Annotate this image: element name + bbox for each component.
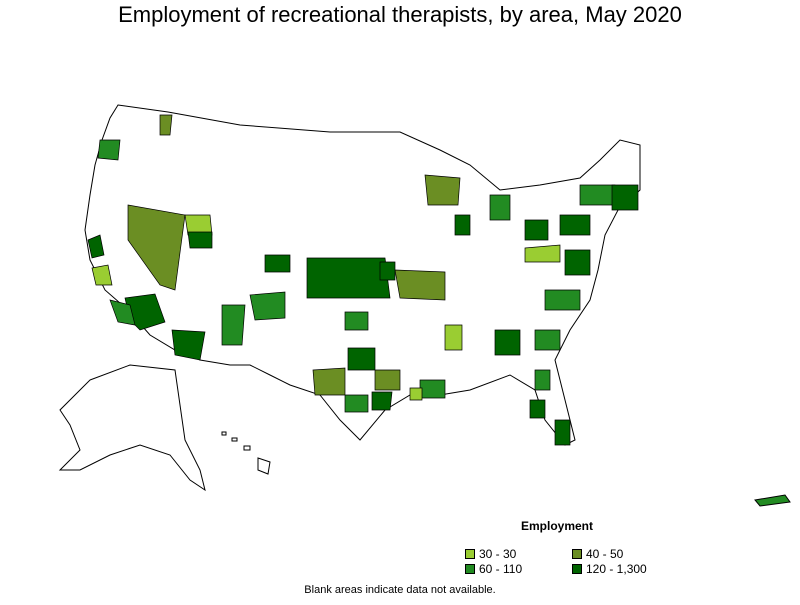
region-kansas-city bbox=[379, 261, 396, 281]
region-kansas bbox=[306, 257, 391, 299]
region-kentucky bbox=[524, 244, 561, 263]
region-wa-east bbox=[159, 114, 173, 136]
region-florida-south bbox=[554, 419, 571, 446]
region-socal bbox=[109, 299, 136, 326]
legend-item-30-30: 30 - 30 bbox=[465, 547, 516, 561]
region-north-carolina bbox=[544, 289, 581, 311]
footnote: Blank areas indicate data not available. bbox=[304, 584, 496, 596]
region-tampa bbox=[529, 399, 546, 419]
region-san-antonio bbox=[344, 394, 369, 413]
legend-item-40-50: 40 - 50 bbox=[572, 547, 623, 561]
region-new-york bbox=[579, 184, 616, 206]
map-regions bbox=[87, 114, 639, 446]
map-title: Employment of recreational therapists, b… bbox=[118, 2, 682, 27]
region-pennsylvania bbox=[559, 214, 591, 236]
region-houston bbox=[371, 391, 393, 411]
region-louisiana bbox=[419, 379, 446, 399]
region-gulf bbox=[409, 387, 423, 401]
legend-label: 60 - 110 bbox=[479, 562, 523, 576]
region-bay-area bbox=[87, 234, 105, 259]
region-new-mexico-a bbox=[221, 304, 246, 346]
region-nevada bbox=[127, 204, 186, 291]
region-texas-east bbox=[374, 369, 401, 391]
region-virginia bbox=[564, 249, 591, 276]
legend-label: 40 - 50 bbox=[586, 547, 624, 561]
legend-swatch bbox=[572, 564, 582, 574]
legend-swatch bbox=[572, 549, 582, 559]
legend-label: 120 - 1,300 bbox=[586, 562, 647, 576]
legend-swatch bbox=[465, 564, 475, 574]
region-michigan bbox=[489, 194, 511, 221]
region-ohio bbox=[524, 219, 549, 241]
region-alabama bbox=[444, 324, 463, 351]
legend-title: Employment bbox=[521, 519, 594, 533]
region-denver bbox=[264, 254, 291, 273]
legend-swatch bbox=[465, 549, 475, 559]
legend-item-60-110: 60 - 110 bbox=[465, 562, 522, 576]
region-missouri bbox=[394, 269, 446, 301]
puerto-rico bbox=[754, 494, 791, 507]
alaska-outline bbox=[58, 364, 206, 492]
region-texas-dfw bbox=[347, 347, 376, 371]
legend-label: 30 - 30 bbox=[479, 547, 517, 561]
region-salt-lake bbox=[187, 231, 213, 249]
region-chicago bbox=[454, 214, 471, 236]
region-tucson bbox=[171, 329, 206, 361]
hawaii-islands bbox=[221, 431, 271, 475]
legend-item-120-1300: 120 - 1,300 bbox=[572, 562, 647, 576]
region-portland bbox=[97, 139, 121, 161]
region-new-england bbox=[611, 184, 639, 211]
region-south-carolina bbox=[534, 329, 561, 351]
region-oklahoma bbox=[344, 311, 369, 331]
region-texas-west bbox=[312, 367, 346, 396]
region-wisconsin bbox=[424, 174, 461, 206]
region-florida-north bbox=[534, 369, 551, 391]
region-new-mexico-b bbox=[249, 291, 286, 321]
region-atlanta bbox=[494, 329, 521, 356]
region-central-valley bbox=[91, 264, 113, 286]
